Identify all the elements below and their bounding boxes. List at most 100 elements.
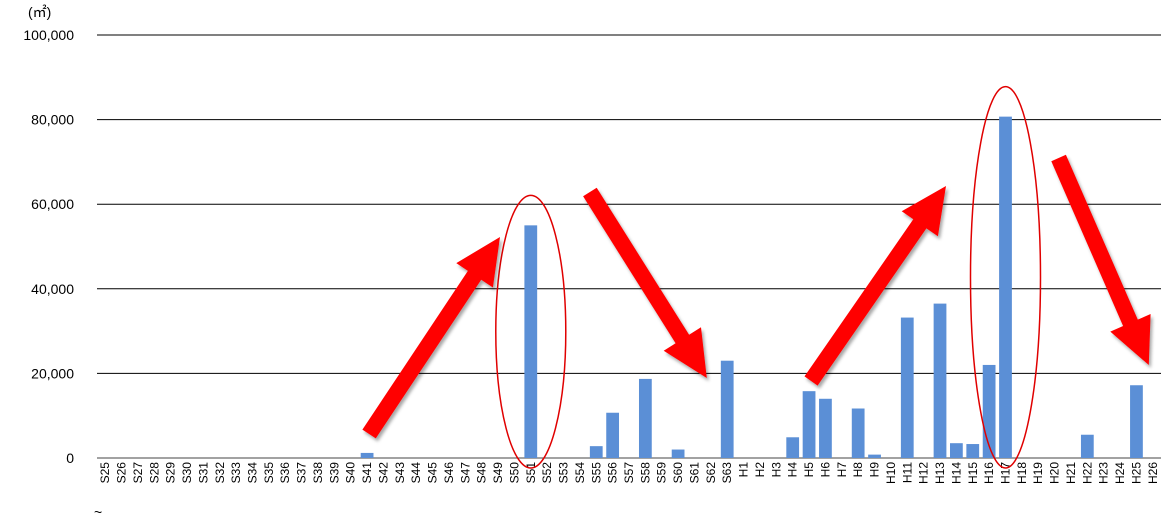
x-tick-label: S61 — [687, 462, 701, 484]
x-tick-label: S36 — [278, 462, 292, 484]
x-tick-label: S45 — [426, 462, 440, 484]
x-tick-label: H19 — [1031, 462, 1045, 484]
x-tick-label: S25 — [98, 462, 112, 484]
x-tick-label: H1 — [737, 462, 751, 478]
x-tick-label: S29 — [164, 462, 178, 484]
x-tick-label: H16 — [982, 462, 996, 484]
highlight-ellipse-s51 — [495, 194, 567, 469]
y-tick-label: 40,000 — [31, 281, 74, 297]
y-tick-label: 60,000 — [31, 196, 74, 212]
bar-s63 — [720, 360, 734, 458]
x-tick-label: H17 — [998, 462, 1012, 484]
x-tick-label: S48 — [475, 462, 489, 484]
bar-h11 — [900, 317, 914, 458]
bar-s58 — [638, 378, 652, 458]
x-tick-label: H4 — [786, 462, 800, 478]
trend-arrow-down — [1051, 154, 1151, 365]
x-tick-label: S50 — [507, 462, 521, 484]
x-tick-label: H10 — [884, 462, 898, 484]
x-tick-label: H21 — [1064, 462, 1078, 484]
bar-s56 — [606, 412, 620, 458]
bar-h9 — [868, 454, 881, 458]
x-tick-label: S46 — [442, 462, 456, 484]
x-tick-label: S60 — [671, 462, 685, 484]
bar-h22 — [1080, 434, 1094, 458]
bar-s60 — [671, 449, 685, 458]
x-tick-label: S32 — [213, 462, 227, 484]
x-tick-label: H11 — [900, 462, 914, 483]
x-tick-label: H6 — [818, 462, 832, 478]
bar-h25 — [1130, 385, 1143, 458]
x-tick-label: H2 — [753, 462, 767, 478]
x-tick-label: S63 — [720, 462, 734, 484]
y-tick-label: 100,000 — [23, 27, 74, 43]
x-tick-label: S30 — [180, 462, 194, 484]
y-tick-label: 0 — [66, 450, 74, 466]
x-tick-label: H12 — [917, 462, 931, 484]
x-tick-label: H9 — [868, 462, 882, 478]
bar-s51 — [524, 225, 538, 458]
x-tick-label: H26 — [1146, 462, 1160, 484]
bar-h17 — [999, 116, 1012, 458]
y-unit-label: (㎡) — [28, 4, 51, 20]
bar-h4 — [786, 437, 800, 458]
bar-h14 — [950, 443, 963, 458]
x-tick-label: S58 — [638, 462, 652, 484]
x-tick-label: S44 — [409, 462, 423, 484]
trend-arrows — [362, 154, 1151, 439]
x-tick-label: S55 — [589, 462, 603, 484]
x-tick-label: S37 — [295, 462, 309, 484]
x-tick-label: H13 — [933, 462, 947, 484]
x-tick-label: H8 — [851, 462, 865, 478]
bar-h8 — [851, 408, 865, 458]
trend-arrow-up — [804, 186, 946, 386]
trend-arrow-down — [583, 187, 707, 378]
x-tick-label: S49 — [491, 462, 505, 484]
x-tick-label: S54 — [573, 462, 587, 484]
highlight-ellipse-h17 — [969, 85, 1042, 469]
bar-h6 — [819, 398, 832, 458]
trend-arrow-up — [362, 237, 500, 439]
x-tick-label: H22 — [1080, 462, 1094, 484]
bar-h15 — [966, 444, 980, 458]
x-tick-label: S39 — [327, 462, 341, 484]
x-tick-label: S42 — [376, 462, 390, 484]
x-tick-label: H18 — [1015, 462, 1029, 484]
x-tick-label: H24 — [1113, 462, 1127, 484]
bar-s55 — [589, 446, 603, 458]
x-tick-label: S26 — [115, 462, 129, 484]
x-tick-label: H15 — [966, 462, 980, 484]
x-tick-label: S35 — [262, 462, 276, 484]
x-tick-label: H14 — [949, 462, 963, 484]
x-axis-ticks: S25 S26 S27 S28 S29 S30 S31 S32 S33 S34 S35 S36 S37 S… — [98, 462, 1160, 484]
x-first-label-prefix: ~ — [94, 504, 102, 517]
x-tick-label: H23 — [1097, 462, 1111, 484]
x-tick-label: S40 — [344, 462, 358, 484]
y-tick-label: 20,000 — [31, 365, 74, 381]
x-tick-label: S57 — [622, 462, 636, 484]
x-tick-label: H7 — [835, 462, 849, 478]
x-tick-label: S38 — [311, 462, 325, 484]
x-tick-label: H25 — [1129, 462, 1143, 484]
x-tick-label: S31 — [196, 462, 210, 484]
x-tick-label: S41 — [360, 462, 374, 484]
x-tick-label: S53 — [557, 462, 571, 484]
x-tick-label: H3 — [769, 462, 783, 478]
x-tick-label: S62 — [704, 462, 718, 484]
x-tick-label: S52 — [540, 462, 554, 484]
x-tick-label: S27 — [131, 462, 145, 484]
y-tick-label: 80,000 — [31, 112, 74, 128]
x-tick-label: S47 — [458, 462, 472, 484]
y-axis-ticks: 0 20,000 40,000 60,000 80,000 100,000 — [23, 27, 74, 466]
x-tick-label: S34 — [246, 462, 260, 484]
x-tick-label: S56 — [606, 462, 620, 484]
x-tick-label: S33 — [229, 462, 243, 484]
x-tick-label: S28 — [147, 462, 161, 484]
x-tick-label: S59 — [655, 462, 669, 484]
bar-s41 — [360, 452, 374, 458]
bars — [360, 116, 1143, 458]
x-tick-label: H5 — [802, 462, 816, 478]
highlight-ellipses — [495, 85, 1042, 469]
bar-h5 — [802, 391, 816, 458]
